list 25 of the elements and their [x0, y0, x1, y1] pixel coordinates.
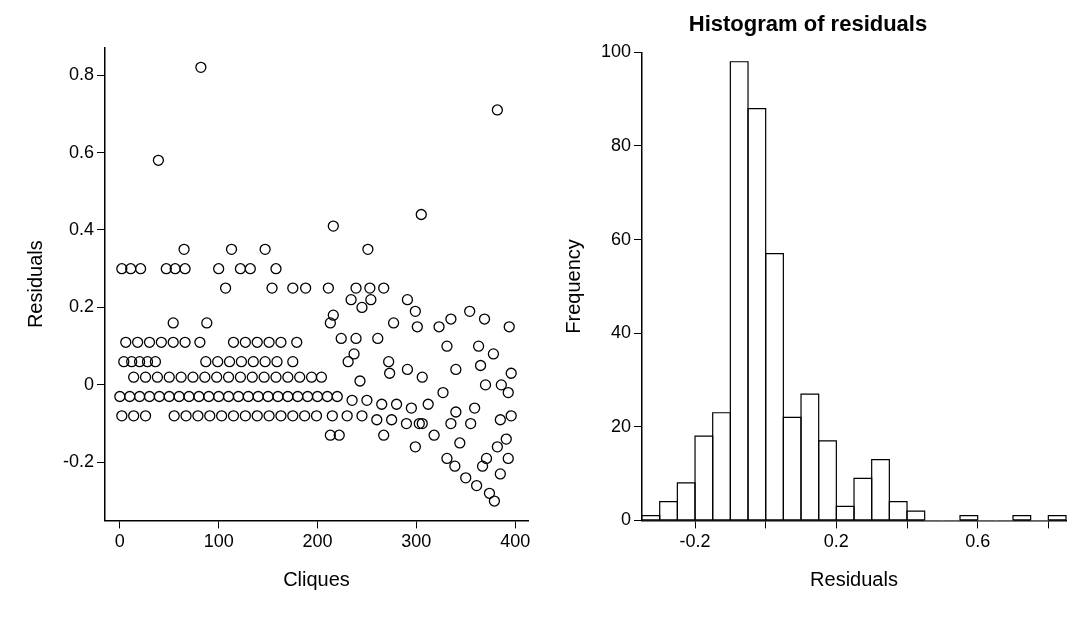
x-tick-label: -0.2 — [679, 531, 711, 552]
x-axis-title: Cliques — [283, 567, 350, 590]
y-axis-title: Residuals — [23, 240, 46, 329]
x-tick-label: 400 — [500, 531, 531, 552]
y-tick-label: 80 — [611, 134, 632, 155]
x-tick-label: 300 — [401, 531, 432, 552]
y-tick-label: 20 — [611, 415, 632, 436]
y-axis-title: Frequency — [561, 239, 584, 334]
y-tick-label: 0.2 — [68, 296, 95, 317]
y-tick-label: 0.6 — [68, 141, 95, 162]
y-tick-label: 60 — [611, 228, 632, 249]
x-tick-label: 0.6 — [965, 531, 991, 552]
y-tick-label: 0.8 — [68, 64, 95, 85]
y-tick-label: 100 — [600, 41, 632, 62]
y-tick-label: 0 — [84, 373, 95, 394]
y-tick-label: -0.2 — [62, 451, 95, 472]
x-tick-label: 0.2 — [823, 531, 849, 552]
chart-title: Histogram of residuals — [688, 11, 928, 37]
y-tick-label: 40 — [611, 322, 632, 343]
x-tick-label: 0 — [114, 531, 125, 552]
x-axis-title: Residuals — [810, 567, 898, 590]
x-tick-label: 200 — [302, 531, 333, 552]
y-tick-label: 0 — [621, 509, 632, 530]
y-tick-label: 0.4 — [68, 218, 95, 239]
x-tick-label: 100 — [203, 531, 234, 552]
